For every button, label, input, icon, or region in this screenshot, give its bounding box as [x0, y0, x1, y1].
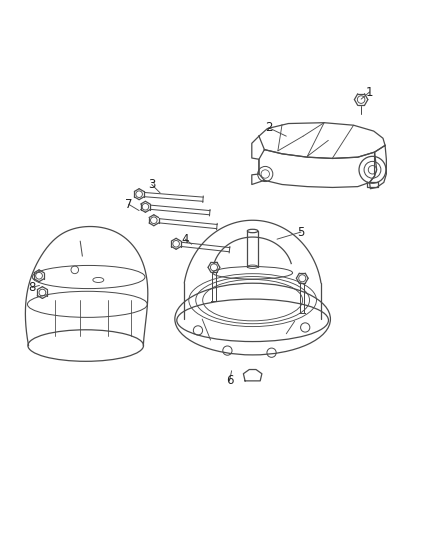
Text: 4: 4 [182, 233, 189, 246]
Text: 3: 3 [148, 178, 155, 191]
Text: 5: 5 [297, 225, 305, 239]
Text: 6: 6 [226, 374, 233, 387]
Text: 2: 2 [265, 121, 272, 134]
Text: 7: 7 [125, 198, 132, 211]
Text: 1: 1 [366, 85, 373, 99]
Text: 8: 8 [28, 281, 35, 294]
